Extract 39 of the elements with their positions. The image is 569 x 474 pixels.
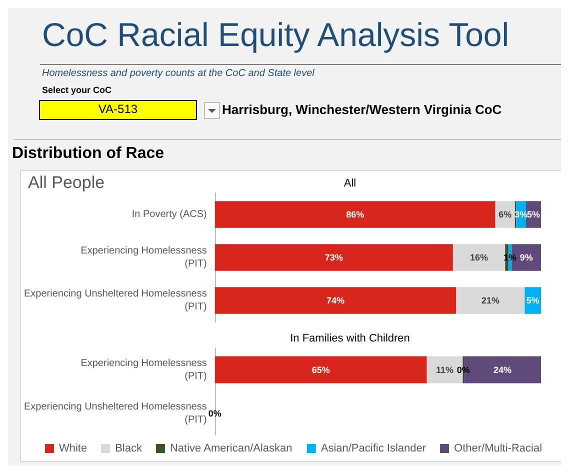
chart-title: In Families with Children: [290, 332, 410, 344]
data-label: 24%: [494, 364, 512, 375]
data-label: 0%: [208, 408, 222, 418]
data-label: 9%: [520, 252, 533, 262]
data-label: 86%: [346, 210, 364, 220]
data-label: 65%: [312, 364, 330, 375]
data-label: 11%: [436, 364, 454, 375]
data-label: 0%: [456, 364, 470, 375]
y-tick-label: Experiencing Homelessness (PIT): [80, 246, 207, 270]
legend-label: Native American/Alaskan: [170, 442, 292, 454]
bar: [214, 287, 456, 314]
text: Harrisburg, Winchester/Western Virginia CoC: [222, 102, 502, 117]
data-label: 5%: [526, 210, 540, 220]
y-tick-label: In Poverty (ACS): [132, 209, 207, 220]
text: Select your CoC: [42, 85, 112, 95]
text: Homelessness and poverty counts at the CoC and State level: [42, 68, 314, 79]
bar: [214, 244, 453, 271]
select-field: VA-513: [39, 100, 197, 120]
text: All People: [28, 173, 105, 193]
legend-label: Asian/Pacific Islander: [320, 442, 426, 454]
chart-title: All: [344, 178, 356, 190]
bar: [452, 244, 506, 271]
legend-label: Black: [115, 442, 142, 454]
legend-label: Other/Multi-Racial: [454, 442, 542, 454]
data-label: 5%: [526, 296, 540, 306]
data-label: 74%: [326, 296, 345, 306]
data-label: 73%: [324, 252, 343, 262]
bar: [456, 287, 525, 314]
bar: [214, 201, 496, 228]
data-label: 21%: [481, 296, 500, 306]
data-label: 16%: [470, 252, 488, 262]
legend-label: White: [58, 442, 88, 454]
y-tick-label: Experiencing Homelessness (PIT): [80, 358, 207, 382]
text: CoC Racial Equity Analysis Tool: [42, 16, 510, 54]
data-label: 1%: [504, 252, 517, 262]
y-tick-label: Experiencing Unsheltered Homelessness (PIT): [24, 401, 207, 426]
text: Distribution of Race: [12, 145, 164, 163]
data-label: 6%: [498, 210, 512, 220]
y-tick-label: Experiencing Unsheltered Homelessness (PIT): [24, 288, 207, 312]
